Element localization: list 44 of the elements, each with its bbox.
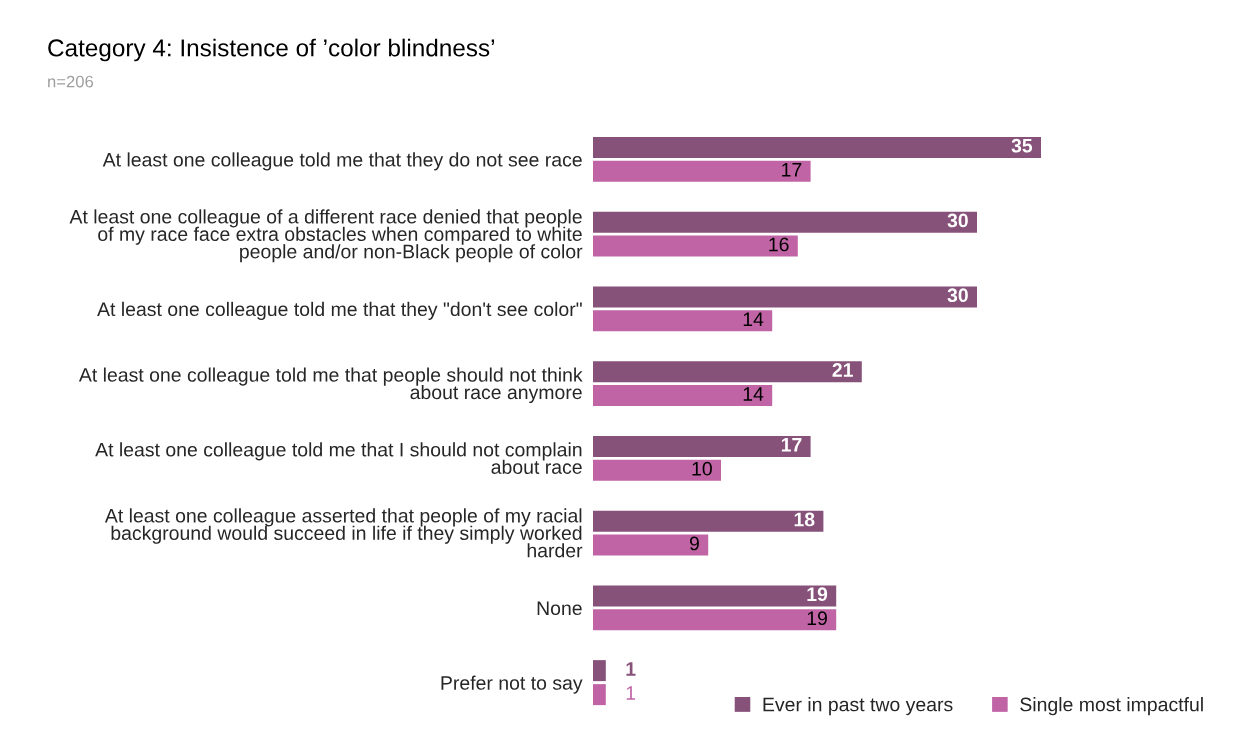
data-label: 19 xyxy=(807,611,827,626)
bar xyxy=(593,609,837,631)
data-label: 14 xyxy=(743,387,764,401)
data-label: 9 xyxy=(689,536,699,551)
y-tick-label: At least one colleague of a different race denied that people of my race face extra obstacles when compared to white people and/or non-Black people of color xyxy=(69,209,583,263)
data-label: 35 xyxy=(1011,138,1033,153)
data-label: 18 xyxy=(794,512,815,527)
bar xyxy=(593,585,837,607)
data-label: 30 xyxy=(947,288,968,303)
legend-label: Ever in past two years xyxy=(763,697,953,716)
y-tick-label: At least one colleague told me that they "don't see color" xyxy=(97,301,582,320)
bar xyxy=(593,684,606,706)
bar xyxy=(593,534,709,556)
data-label: 10 xyxy=(692,461,712,476)
data-label: 14 xyxy=(743,312,764,326)
y-tick-label: At least one colleague asserted that people of my racial background would succeed in life if they simply worked harder xyxy=(104,508,583,558)
bar xyxy=(593,310,773,332)
y-tick-label: At least one colleague told me that I should not complain about race xyxy=(95,442,582,474)
bar xyxy=(593,286,977,308)
bar xyxy=(593,385,773,407)
bar xyxy=(593,235,798,257)
text: Category 4: Insistence of ’color blindness’ xyxy=(48,38,495,62)
bar xyxy=(593,160,811,182)
data-label: 21 xyxy=(832,363,853,377)
y-tick-label: None xyxy=(537,601,582,616)
data-label: 1 xyxy=(626,662,636,676)
bar xyxy=(593,361,862,383)
data-label: 17 xyxy=(781,438,802,452)
legend-label: Single most impactful xyxy=(1020,697,1203,716)
y-tick-label: At least one colleague told me that they do not see race xyxy=(102,152,582,171)
bar xyxy=(593,459,721,481)
data-label: 1 xyxy=(626,686,636,700)
bar xyxy=(593,435,811,457)
text: n=206 xyxy=(48,75,94,88)
data-label: 16 xyxy=(769,237,789,252)
bar xyxy=(593,660,606,682)
bar xyxy=(593,136,1041,158)
data-label: 17 xyxy=(782,163,802,177)
data-label: 30 xyxy=(947,213,968,228)
bar xyxy=(593,510,824,532)
y-tick-label: At least one colleague told me that people should not think about race anymore xyxy=(78,367,583,404)
y-tick-label: Prefer not to say xyxy=(441,675,583,694)
bar xyxy=(593,211,977,233)
data-label: 19 xyxy=(807,587,828,602)
